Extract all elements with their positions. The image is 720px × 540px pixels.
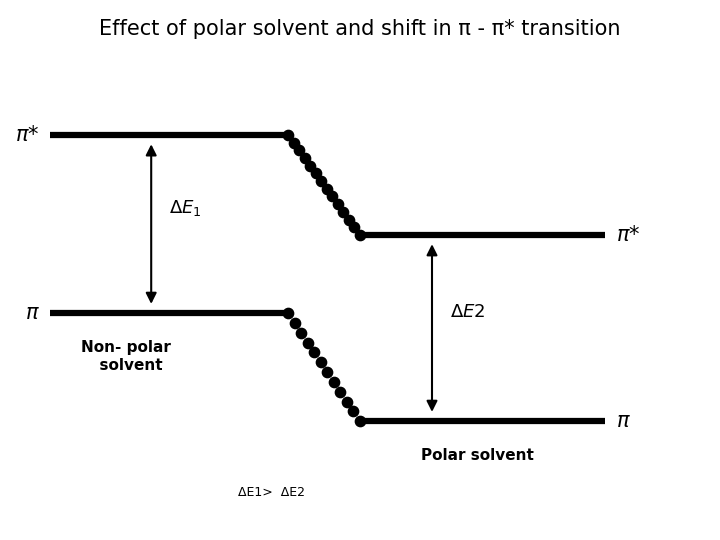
Point xyxy=(289,319,300,327)
Point xyxy=(332,200,343,208)
Point xyxy=(327,192,338,201)
Point xyxy=(288,138,300,147)
Point xyxy=(354,231,366,239)
Point xyxy=(343,215,355,224)
Point xyxy=(299,154,310,163)
Point xyxy=(322,368,333,376)
Point xyxy=(293,146,305,154)
Point xyxy=(338,207,349,216)
Text: $\Delta E_1$: $\Delta E_1$ xyxy=(169,198,202,218)
Point xyxy=(354,417,366,426)
Point xyxy=(335,387,346,396)
Point xyxy=(341,397,353,406)
Point xyxy=(315,358,326,367)
Point xyxy=(348,223,360,232)
Text: $\pi$*: $\pi$* xyxy=(616,225,640,245)
Text: $\pi$*: $\pi$* xyxy=(15,125,40,145)
Point xyxy=(282,131,294,139)
Point xyxy=(321,185,333,193)
Text: Effect of polar solvent and shift in π - π* transition: Effect of polar solvent and shift in π -… xyxy=(99,19,621,39)
Point xyxy=(305,161,316,170)
Point xyxy=(315,177,327,185)
Point xyxy=(348,407,359,416)
Point xyxy=(302,339,313,347)
Point xyxy=(295,328,307,337)
Point xyxy=(282,309,294,318)
Point xyxy=(310,169,321,178)
Point xyxy=(328,377,340,386)
Text: $\pi$: $\pi$ xyxy=(24,303,40,323)
Text: $\Delta E2$: $\Delta E2$ xyxy=(450,303,485,321)
Text: ΔE1>  ΔE2: ΔE1> ΔE2 xyxy=(238,486,305,499)
Point xyxy=(308,348,320,357)
Text: Non- polar
  solvent: Non- polar solvent xyxy=(81,340,171,373)
Text: $\pi$: $\pi$ xyxy=(616,411,631,431)
Text: Polar solvent: Polar solvent xyxy=(421,448,534,463)
